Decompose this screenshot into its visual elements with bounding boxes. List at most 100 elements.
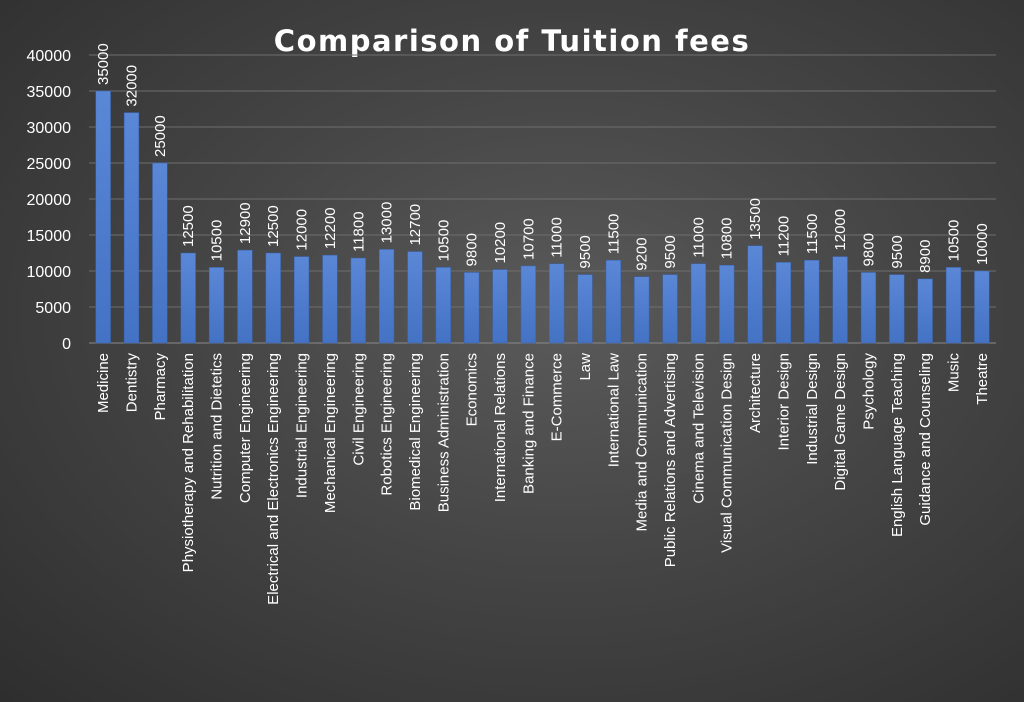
category-label: Banking and Finance (520, 353, 537, 494)
y-tick-label: 30000 (27, 120, 72, 137)
bar (237, 249, 253, 344)
y-tick-label: 40000 (27, 48, 72, 65)
bar (605, 259, 621, 344)
data-label: 32000 (124, 65, 141, 107)
bar (577, 274, 593, 344)
category-label: Cinema and Television (690, 353, 707, 504)
category-label: Medicine (95, 353, 112, 413)
category-label: Public Relations and Advertising (662, 353, 679, 567)
data-label: 12200 (322, 207, 339, 249)
bar (293, 256, 310, 344)
category-label: Electrical and Electronics Engineering (265, 353, 282, 605)
data-label: 12700 (407, 204, 424, 246)
bar (549, 263, 565, 344)
data-label: 25000 (152, 115, 169, 157)
data-label: 11000 (549, 217, 566, 258)
bar (180, 252, 196, 344)
bar (917, 278, 933, 344)
bar (520, 265, 536, 344)
bar (464, 272, 480, 344)
category-label: Physiotherapy and Rehabilitation (180, 353, 197, 572)
category-label: Theatre (974, 353, 991, 405)
data-label: 10500 (945, 220, 962, 262)
category-label: International Relations (492, 353, 509, 502)
data-label: 12500 (265, 205, 282, 247)
category-label: International Law (605, 353, 622, 467)
bar (123, 112, 140, 344)
category-label: Music (945, 353, 962, 393)
data-label: 12900 (237, 202, 254, 244)
data-label: 9500 (577, 235, 594, 268)
y-tick-label: 25000 (27, 156, 72, 173)
category-label: Guidance and Counseling (917, 353, 934, 526)
category-label: Economics (464, 353, 481, 426)
bar (974, 270, 990, 344)
category-label: Industrial Design (804, 353, 821, 465)
bar (322, 254, 338, 344)
data-label: 10500 (435, 220, 452, 262)
category-label: E-Commerce (549, 353, 566, 441)
bar (265, 252, 281, 344)
bar (350, 257, 366, 344)
data-label: 10000 (974, 223, 991, 265)
data-label: 9500 (662, 235, 679, 268)
data-label: 9500 (889, 235, 906, 268)
y-tick-label: 15000 (27, 228, 72, 245)
category-label: Visual Communication Design (719, 353, 736, 553)
y-tick-label: 5000 (35, 300, 71, 317)
category-label: Biomedical Engineering (407, 353, 424, 511)
data-label: 12000 (294, 209, 311, 251)
y-tick-label: 35000 (27, 84, 72, 101)
category-label: Law (577, 353, 594, 381)
bar (832, 256, 848, 344)
data-label: 12000 (832, 209, 849, 251)
data-label: 10500 (209, 220, 226, 262)
data-label: 11500 (605, 214, 622, 255)
bar (435, 267, 451, 344)
bar (662, 274, 678, 344)
bar (152, 162, 168, 344)
bar (719, 264, 735, 344)
data-label: 11000 (690, 217, 707, 258)
data-label: 8900 (917, 240, 934, 273)
category-label: Media and Communication (634, 353, 651, 531)
bar (860, 272, 877, 344)
bar (690, 263, 707, 344)
category-label: Business Administration (435, 353, 452, 512)
data-label: 10200 (492, 222, 509, 264)
data-label: 11800 (350, 211, 367, 252)
data-label: 9200 (634, 237, 651, 270)
bar (95, 90, 111, 344)
data-label: 13500 (747, 198, 764, 240)
bar (804, 259, 820, 344)
y-tick-label: 0 (62, 336, 71, 353)
category-label: Industrial Engineering (294, 353, 311, 498)
y-tick-label: 10000 (27, 264, 72, 281)
category-label: English Language Teaching (889, 353, 906, 537)
category-label: Interior Design (775, 353, 792, 451)
y-tick-label: 20000 (27, 192, 72, 209)
data-label: 13000 (379, 202, 396, 244)
data-label: 9800 (464, 233, 481, 266)
bar (747, 245, 763, 344)
category-label: Psychology (860, 353, 877, 430)
data-label: 9800 (860, 233, 877, 266)
category-label: Computer Engineering (237, 353, 254, 503)
bar (208, 267, 225, 344)
category-label: Pharmacy (152, 353, 169, 421)
category-label: Dentistry (124, 353, 141, 413)
category-label: Architecture (747, 353, 764, 433)
data-label: 11200 (775, 216, 792, 257)
data-label: 10800 (719, 218, 736, 260)
bar (775, 262, 792, 344)
category-label: Civil Engineering (350, 353, 367, 466)
bar (407, 251, 423, 344)
chart-title: Comparison of Tuition fees (273, 24, 751, 58)
data-label: 10700 (520, 218, 537, 260)
data-label: 35000 (95, 43, 112, 85)
bar (945, 267, 962, 344)
category-label: Robotics Engineering (379, 353, 396, 496)
bar (492, 269, 508, 344)
